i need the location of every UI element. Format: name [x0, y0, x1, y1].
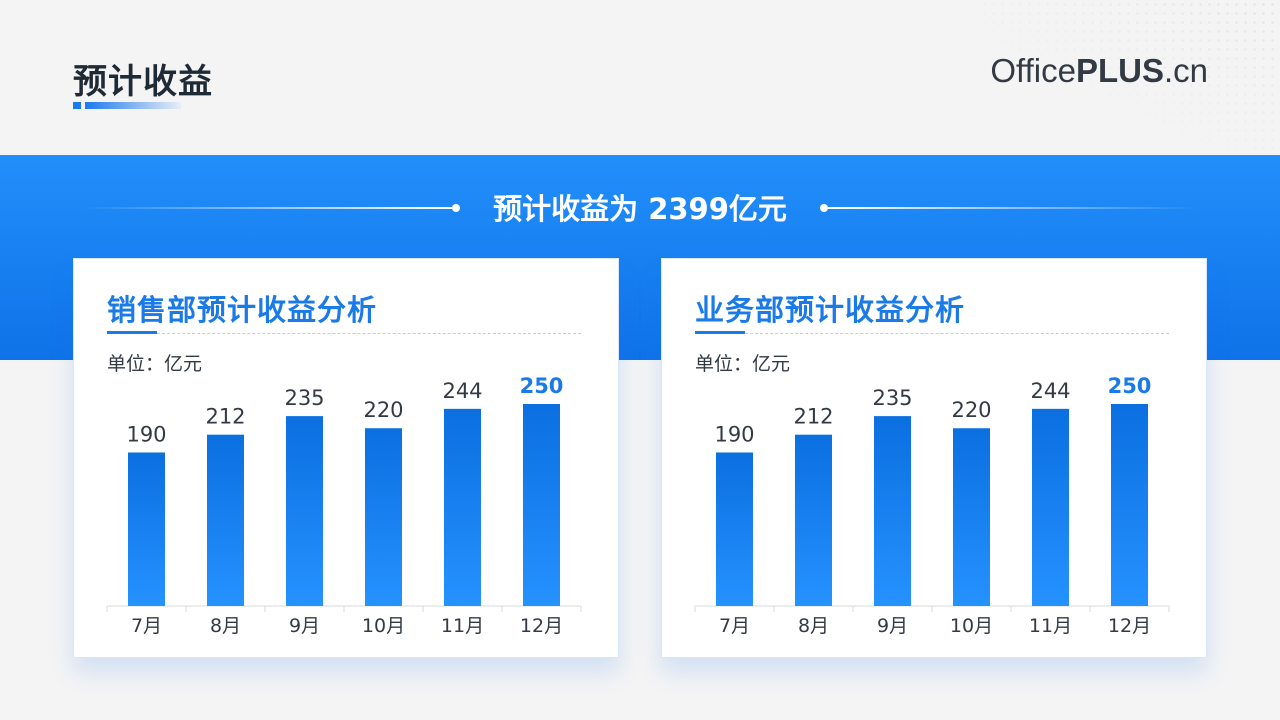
business-data-label: 250: [1108, 374, 1152, 398]
business-category-label: 12月: [1108, 615, 1151, 637]
business-category-label: 9月: [877, 615, 908, 637]
page-title: 预计收益: [73, 62, 213, 102]
business-bar: [1032, 408, 1069, 606]
sales-category-label: 8月: [210, 615, 241, 637]
sales-bar-chart: 190 7月 212 8月 235 9月 220 10月 244 11月 250 12月: [106, 374, 582, 637]
business-data-label: 244: [1030, 379, 1070, 403]
sales-data-label: 250: [520, 374, 564, 398]
sales-chart-unit-label: 单位：亿元: [107, 353, 203, 375]
business-data-label: 235: [872, 386, 912, 410]
sales-bar: [128, 452, 165, 606]
brand-part-plus: PLUS: [1075, 52, 1164, 89]
business-data-label: 212: [793, 405, 833, 429]
sales-data-label: 190: [126, 422, 166, 446]
banner-dot-left: [452, 204, 460, 212]
sales-bar: [444, 408, 481, 606]
business-chart-card: 业务部预计收益分析 单位：亿元 190 7月 212 8月 235 9月 220 10月 244…: [661, 258, 1207, 658]
sales-bar: [365, 428, 402, 606]
sales-chart-divider: [107, 333, 581, 334]
business-bar: [874, 416, 911, 606]
business-bar: [795, 434, 832, 606]
sales-category-label: 7月: [131, 615, 162, 637]
title-underline-square: [73, 102, 81, 109]
business-bar: [953, 428, 990, 606]
brand-logo: OfficePLUS.cn: [990, 52, 1208, 90]
sales-data-label: 244: [442, 379, 482, 403]
brand-part-cn: .cn: [1163, 52, 1208, 89]
banner-line-left: [80, 207, 452, 209]
business-chart-divider: [695, 333, 1169, 334]
sales-data-label: 212: [205, 405, 245, 429]
banner-dot-right: [820, 204, 828, 212]
sales-chart-divider-accent: [107, 331, 157, 334]
business-chart-unit-label: 单位：亿元: [695, 353, 791, 375]
business-data-label: 220: [951, 398, 991, 422]
business-chart-title: 业务部预计收益分析: [695, 293, 966, 327]
sales-category-label: 10月: [362, 615, 405, 637]
banner-summary-text: 预计收益为 2399亿元: [493, 192, 787, 226]
sales-category-label: 9月: [289, 615, 320, 637]
sales-chart-title: 销售部预计收益分析: [107, 293, 378, 327]
sales-data-label: 235: [284, 386, 324, 410]
sales-bar: [523, 404, 560, 606]
banner-line-right: [828, 207, 1200, 209]
sales-chart-card: 销售部预计收益分析 单位：亿元 190 7月 212 8月 235 9月 220 10月 244…: [73, 258, 619, 658]
business-category-label: 11月: [1029, 615, 1072, 637]
title-underline-bar: [85, 102, 181, 109]
business-category-label: 7月: [719, 615, 750, 637]
business-category-label: 10月: [950, 615, 993, 637]
sales-bar: [207, 434, 244, 606]
business-bar: [1111, 404, 1148, 606]
sales-category-label: 11月: [441, 615, 484, 637]
business-category-label: 8月: [798, 615, 829, 637]
dot-pattern-decoration: [980, 0, 1280, 150]
brand-part-office: Office: [990, 52, 1076, 89]
business-bar: [716, 452, 753, 606]
sales-category-label: 12月: [520, 615, 563, 637]
business-bar-chart: 190 7月 212 8月 235 9月 220 10月 244 11月 250 12月: [694, 374, 1170, 637]
business-chart-divider-accent: [695, 331, 745, 334]
sales-bar: [286, 416, 323, 606]
business-data-label: 190: [714, 422, 754, 446]
sales-data-label: 220: [363, 398, 403, 422]
